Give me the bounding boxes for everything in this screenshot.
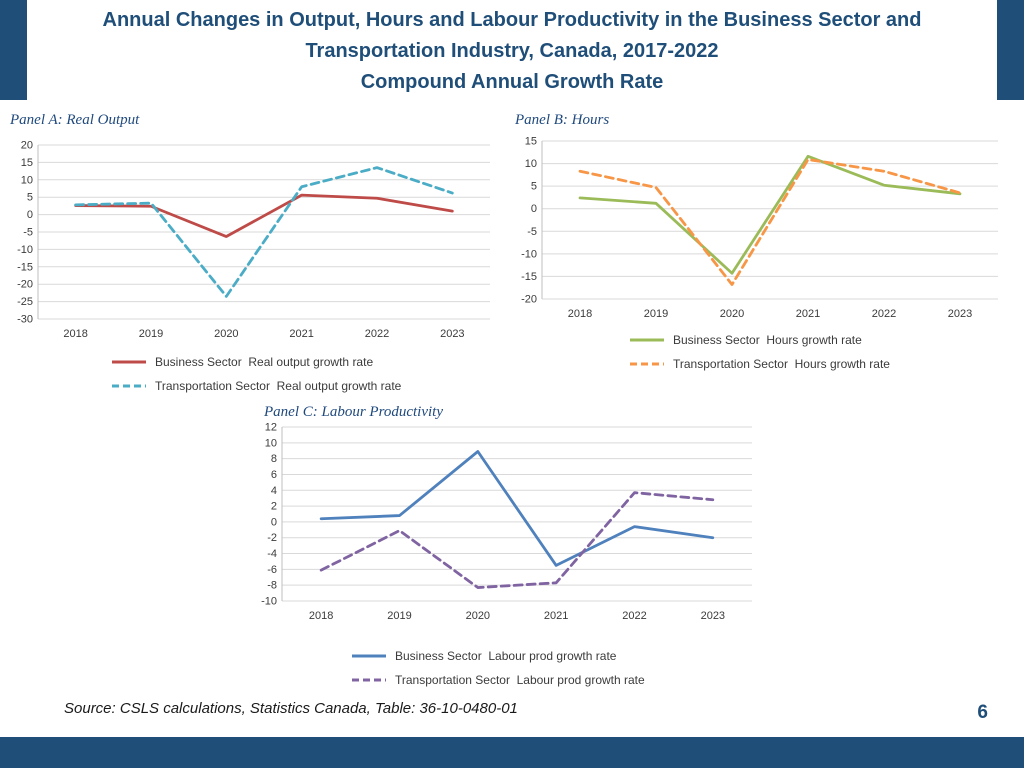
series-line <box>319 491 715 589</box>
legend-line-swatch <box>112 384 146 388</box>
y-tick-label: 10 <box>21 174 33 186</box>
panel-c-svg: 12 10 8 6 4 2 0 -2 -4 -6 -8 -10 2018 2019 2020 2021 2022… <box>261 422 752 622</box>
y-tick-label: 8 <box>271 453 277 465</box>
y-tick-label: 20 <box>21 140 33 152</box>
legend-label: Transportation Sector Hours growth rate <box>673 357 890 371</box>
legend-label: Transportation Sector Real output growth… <box>155 379 402 393</box>
y-tick-label: -30 <box>17 314 33 326</box>
x-tick-label: 2021 <box>289 328 313 340</box>
legend-item: Business Sector Hours growth rate <box>630 330 890 350</box>
x-tick-label: 2023 <box>948 308 972 320</box>
panel-b-legend: Business Sector Hours growth rate Transpo… <box>630 330 890 374</box>
x-tick-label: 2018 <box>63 328 87 340</box>
panel-a-svg: 20 15 10 5 0 -5 -10 -15 -20 -25 -30 2018 2019 2020 202… <box>17 140 490 340</box>
panel-c-legend: Business Sector Labour prod growth rate T… <box>352 646 645 690</box>
panel-a-chart: 20 15 10 5 0 -5 -10 -15 -20 -25 -30 2018 2019 2020 202… <box>4 138 500 346</box>
panel-b-title: Panel B: Hours <box>515 112 610 128</box>
y-tick-label: 5 <box>531 181 537 193</box>
panel-a-legend: Business Sector Real output growth rate T… <box>112 352 401 396</box>
legend-item: Business Sector Labour prod growth rate <box>352 646 645 666</box>
x-tick-label: 2020 <box>214 328 238 340</box>
legend-label: Business Sector Hours growth rate <box>673 333 862 347</box>
panel-c-title: Panel C: Labour Productivity <box>264 404 444 420</box>
x-tick-label: 2018 <box>568 308 592 320</box>
y-tick-label: 6 <box>271 469 277 481</box>
y-tick-label: -20 <box>521 294 537 306</box>
y-tick-label: 0 <box>531 203 537 215</box>
x-tick-label: 2021 <box>796 308 820 320</box>
page-number: 6 <box>977 702 988 723</box>
x-tick-label: 2020 <box>720 308 744 320</box>
legend-label: Business Sector Labour prod growth rate <box>395 649 617 663</box>
y-tick-label: -10 <box>261 596 277 608</box>
y-tick-label: 10 <box>525 158 537 170</box>
y-tick-label: -4 <box>267 548 277 560</box>
header-right-accent-bar <box>997 0 1024 100</box>
y-tick-label: 15 <box>525 136 537 148</box>
x-tick-label: 2023 <box>440 328 464 340</box>
y-tick-label: -2 <box>267 532 277 544</box>
x-tick-label: 2022 <box>872 308 896 320</box>
series-line <box>74 166 454 298</box>
legend-line-swatch <box>630 362 664 366</box>
legend-line-swatch <box>352 678 386 682</box>
legend-line-swatch <box>630 338 664 342</box>
series-line <box>578 154 962 275</box>
legend-item: Transportation Sector Real output growth… <box>112 376 401 396</box>
y-tick-label: -10 <box>521 248 537 260</box>
panel-b-svg: 15 10 5 0 -5 -10 -15 -20 2018 2019 2020 2021 2022 202… <box>521 136 998 320</box>
y-tick-label: -15 <box>521 271 537 283</box>
slide-title: Annual Changes in Output, Hours and Labo… <box>32 5 992 98</box>
y-tick-label: -5 <box>527 226 537 238</box>
x-tick-label: 2021 <box>544 610 568 622</box>
slide-title-line-1: Annual Changes in Output, Hours and Labo… <box>102 9 922 31</box>
source-note: Source: CSLS calculations, Statistics Ca… <box>64 700 518 717</box>
panel-c-chart: 12 10 8 6 4 2 0 -2 -4 -6 -8 -10 2018 2019 2020 2021 2022… <box>248 420 762 628</box>
legend-item: Transportation Sector Labour prod growth… <box>352 670 645 690</box>
series-line <box>578 158 962 286</box>
y-tick-label: 5 <box>27 192 33 204</box>
y-tick-label: -5 <box>23 227 33 239</box>
y-tick-label: -10 <box>17 244 33 256</box>
series-line <box>319 450 715 567</box>
legend-line-swatch <box>352 654 386 658</box>
legend-label: Transportation Sector Labour prod growth… <box>395 673 645 687</box>
slide-title-line-3: Compound Annual Growth Rate <box>360 71 664 93</box>
x-tick-label: 2019 <box>139 328 163 340</box>
panel-b-chart: 15 10 5 0 -5 -10 -15 -20 2018 2019 2020 2021 2022 202… <box>508 134 1008 326</box>
legend-item: Transportation Sector Hours growth rate <box>630 354 890 374</box>
legend-label: Business Sector Real output growth rate <box>155 355 374 369</box>
panel-a-title: Panel A: Real Output <box>10 112 140 128</box>
y-tick-label: 4 <box>271 485 277 497</box>
y-tick-label: -6 <box>267 564 277 576</box>
y-tick-label: -20 <box>17 279 33 291</box>
y-tick-label: -15 <box>17 261 33 273</box>
x-tick-label: 2023 <box>701 610 725 622</box>
header-left-accent-bar <box>0 0 27 100</box>
y-tick-label: 0 <box>27 209 33 221</box>
legend-line-swatch <box>112 360 146 364</box>
x-tick-label: 2022 <box>622 610 646 622</box>
y-tick-label: -8 <box>267 580 277 592</box>
x-tick-label: 2018 <box>309 610 333 622</box>
x-tick-label: 2019 <box>387 610 411 622</box>
x-tick-label: 2019 <box>644 308 668 320</box>
x-tick-label: 2020 <box>466 610 490 622</box>
y-tick-label: 15 <box>21 157 33 169</box>
x-tick-label: 2022 <box>365 328 389 340</box>
slide-title-line-2: Transportation Industry, Canada, 2017-20… <box>305 40 719 62</box>
footer-accent-bar <box>0 737 1024 768</box>
y-tick-label: 12 <box>265 422 277 434</box>
series-line <box>74 193 454 238</box>
legend-item: Business Sector Real output growth rate <box>112 352 401 372</box>
y-tick-label: 2 <box>271 501 277 513</box>
y-tick-label: 0 <box>271 516 277 528</box>
y-tick-label: 10 <box>265 437 277 449</box>
y-tick-label: -25 <box>17 296 33 308</box>
